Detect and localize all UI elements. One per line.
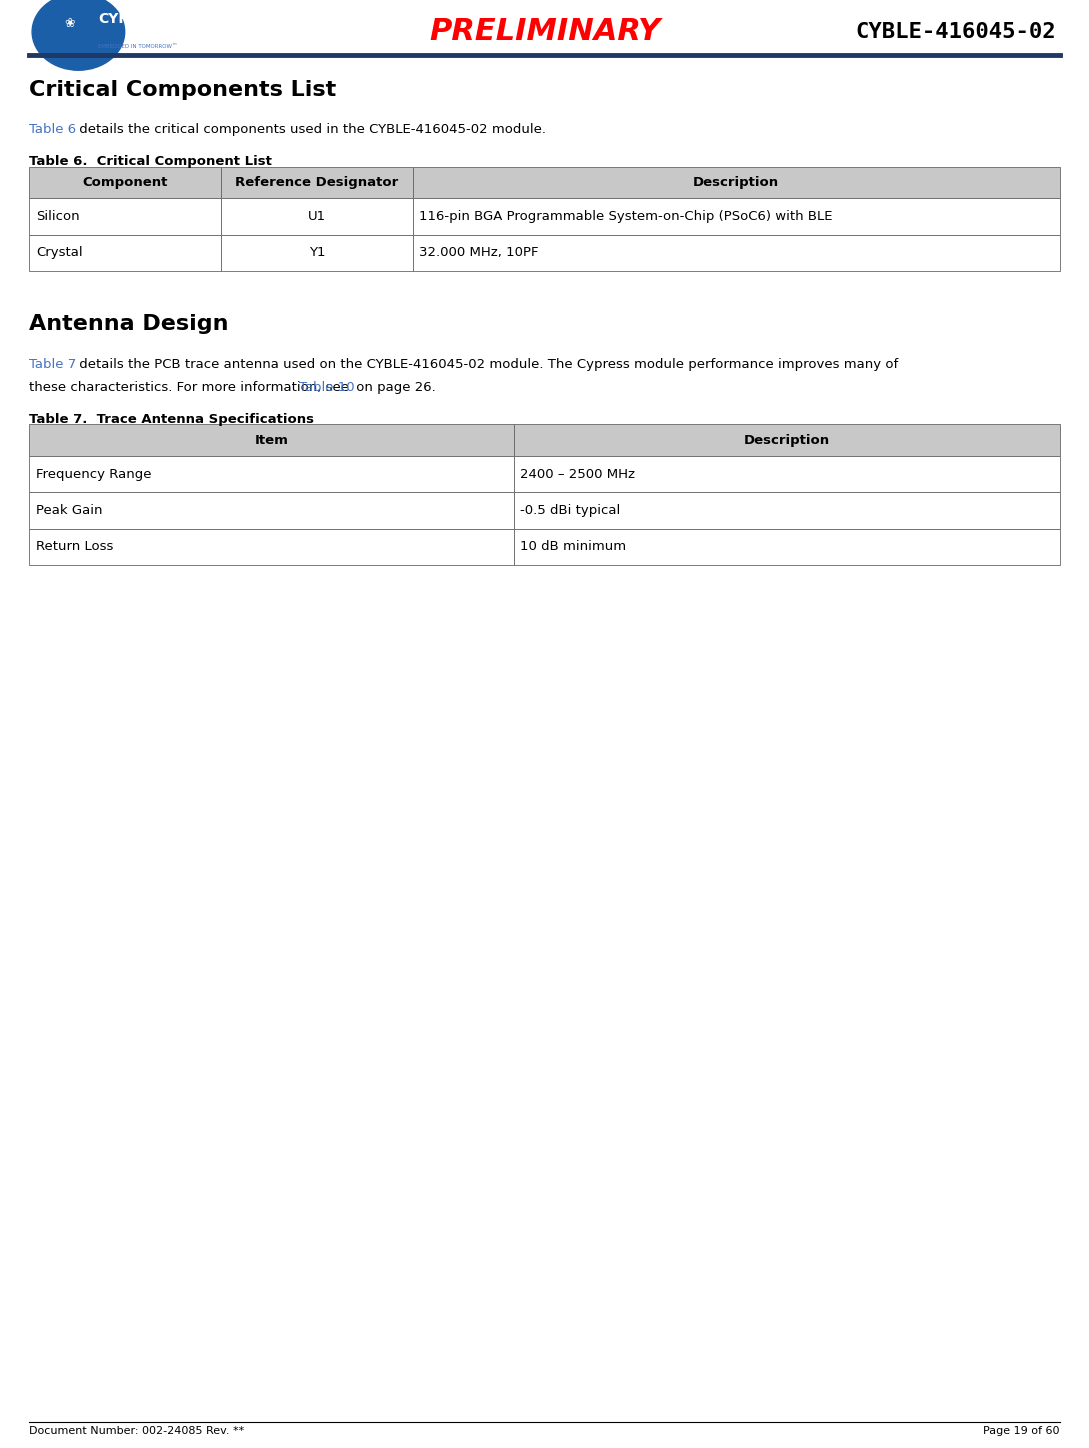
- Bar: [29, 424, 514, 456]
- Text: 2400 – 2500 MHz: 2400 – 2500 MHz: [521, 468, 635, 481]
- Text: Table 7: Table 7: [29, 358, 76, 371]
- Bar: [514, 492, 1060, 529]
- Text: 116-pin BGA Programmable System-on-Chip (PSoC6) with BLE: 116-pin BGA Programmable System-on-Chip …: [419, 210, 833, 223]
- Text: Component: Component: [83, 177, 168, 188]
- Text: Table 6.  Critical Component List: Table 6. Critical Component List: [29, 155, 272, 168]
- Text: Reference Designator: Reference Designator: [235, 177, 399, 188]
- Text: ❀: ❀: [64, 17, 75, 29]
- Text: PRELIMINARY: PRELIMINARY: [429, 17, 660, 46]
- Text: Critical Components List: Critical Components List: [29, 80, 337, 100]
- Text: Y1: Y1: [308, 246, 326, 259]
- Bar: [221, 198, 413, 235]
- Bar: [29, 235, 221, 271]
- Text: Peak Gain: Peak Gain: [36, 504, 102, 517]
- Text: on page 26.: on page 26.: [352, 381, 436, 394]
- Bar: [29, 492, 514, 529]
- Text: 10 dB minimum: 10 dB minimum: [521, 540, 626, 553]
- Bar: [514, 529, 1060, 565]
- Bar: [29, 529, 514, 565]
- Text: these characteristics. For more information, see: these characteristics. For more informat…: [29, 381, 354, 394]
- Bar: [29, 198, 221, 235]
- Text: EMBEDDED IN TOMORROW™: EMBEDDED IN TOMORROW™: [98, 43, 178, 49]
- Text: Silicon: Silicon: [36, 210, 79, 223]
- Text: Page 19 of 60: Page 19 of 60: [983, 1426, 1060, 1435]
- Text: Description: Description: [744, 434, 830, 446]
- Text: CYBLE-416045-02: CYBLE-416045-02: [856, 22, 1056, 42]
- Text: Frequency Range: Frequency Range: [36, 468, 151, 481]
- Bar: [413, 167, 1060, 198]
- Text: Antenna Design: Antenna Design: [29, 314, 229, 334]
- Bar: [29, 167, 221, 198]
- Text: Table 10: Table 10: [299, 381, 355, 394]
- Bar: [221, 167, 413, 198]
- Text: details the PCB trace antenna used on the CYBLE-416045-02 module. The Cypress mo: details the PCB trace antenna used on th…: [75, 358, 898, 371]
- Bar: [221, 235, 413, 271]
- Bar: [514, 424, 1060, 456]
- Bar: [413, 198, 1060, 235]
- Text: Return Loss: Return Loss: [36, 540, 113, 553]
- Bar: [413, 235, 1060, 271]
- Text: CYPRESS: CYPRESS: [98, 12, 169, 26]
- Text: U1: U1: [308, 210, 326, 223]
- Text: Item: Item: [255, 434, 289, 446]
- Text: Document Number: 002-24085 Rev. **: Document Number: 002-24085 Rev. **: [29, 1426, 245, 1435]
- Text: details the critical components used in the CYBLE-416045-02 module.: details the critical components used in …: [75, 123, 547, 136]
- Text: 32.000 MHz, 10PF: 32.000 MHz, 10PF: [419, 246, 539, 259]
- Ellipse shape: [32, 0, 124, 71]
- Bar: [29, 456, 514, 492]
- Text: Table 6: Table 6: [29, 123, 76, 136]
- Text: Description: Description: [693, 177, 779, 188]
- Bar: [514, 456, 1060, 492]
- Text: Crystal: Crystal: [36, 246, 83, 259]
- Text: Table 7.  Trace Antenna Specifications: Table 7. Trace Antenna Specifications: [29, 413, 315, 426]
- Text: -0.5 dBi typical: -0.5 dBi typical: [521, 504, 621, 517]
